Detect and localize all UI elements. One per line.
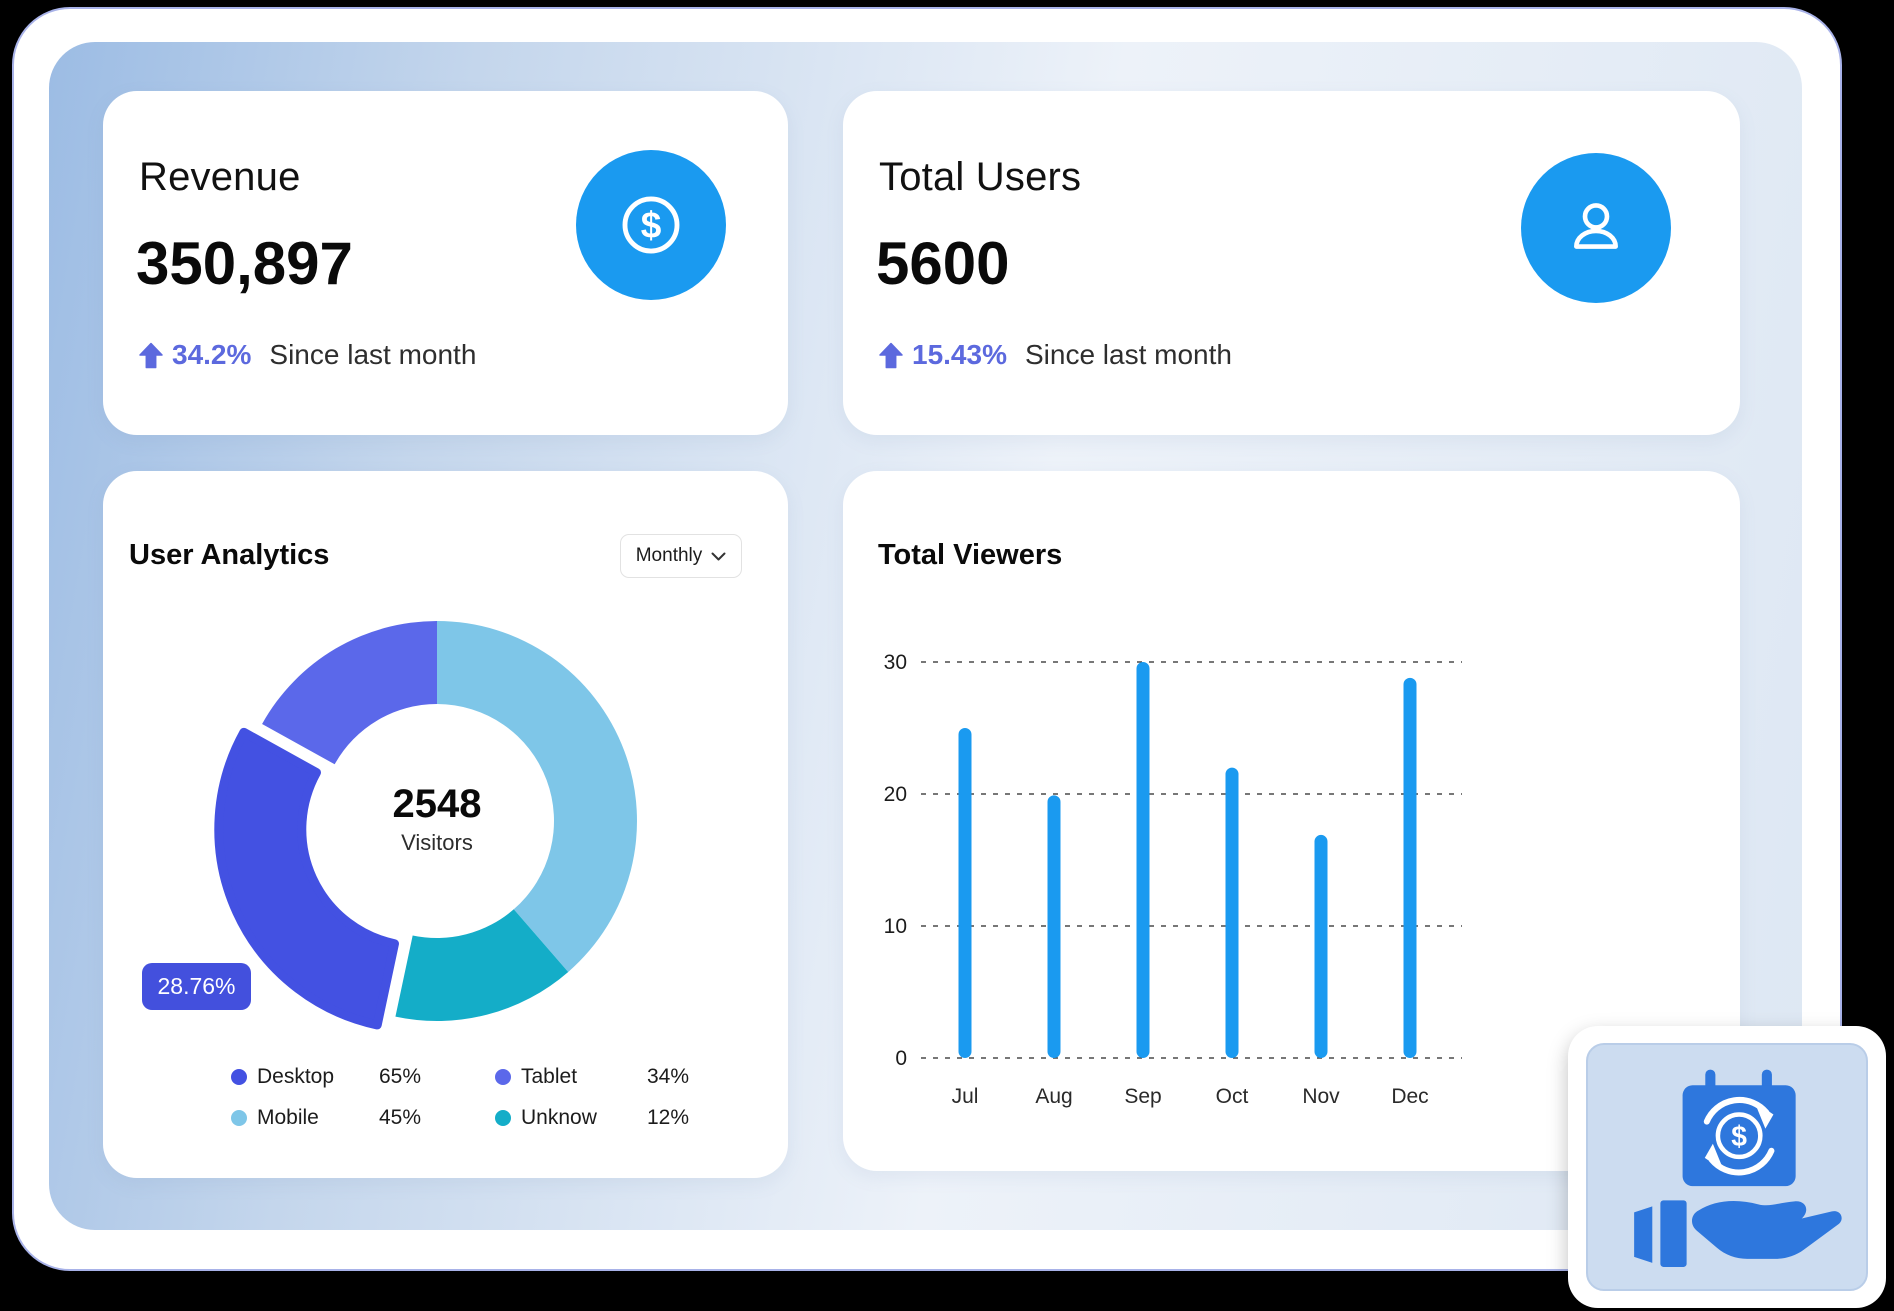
svg-text:$: $ (641, 205, 662, 246)
period-selector-label: Monthly (635, 545, 703, 566)
x-axis-label-nov: Nov (1302, 1085, 1340, 1108)
y-axis-tick-30: 30 (884, 651, 907, 674)
total-users-title: Total Users (879, 155, 1082, 199)
legend-dot-mobile (231, 1110, 247, 1126)
visitors-label: Visitors (401, 830, 473, 855)
revenue-delta: 34.2% (172, 339, 252, 370)
legend-label-mobile: Mobile (257, 1106, 319, 1129)
visitors-count: 2548 (392, 782, 482, 826)
total-users-delta: 15.43% (912, 339, 1007, 370)
total-users-value: 5600 (876, 230, 1010, 297)
bar-aug[interactable] (1047, 795, 1061, 1058)
y-axis-tick-10: 10 (884, 915, 907, 938)
bar-oct[interactable] (1225, 767, 1239, 1058)
total-viewers-bar-chart: 30 20 10 0 Jul Aug Sep Oct Nov Dec (884, 651, 1462, 1108)
donut-percentage-badge: 28.76% (142, 963, 251, 1010)
total-users-delta-row: 15.43% Since last month (879, 337, 1232, 373)
bar-nov[interactable] (1314, 834, 1328, 1058)
revenue-icon-circle: $ (576, 150, 726, 300)
user-analytics-card: User Analytics Monthly 2548 Visitors 28.… (103, 471, 788, 1178)
trend-up-icon (139, 342, 163, 368)
legend-label-desktop: Desktop (257, 1065, 335, 1088)
bar-dec[interactable] (1403, 677, 1417, 1058)
x-axis-label-dec: Dec (1391, 1085, 1428, 1108)
donut-segment-unknow[interactable] (395, 909, 569, 1021)
y-axis-tick-0: 0 (895, 1047, 907, 1070)
promo-card-inner: $ (1586, 1043, 1868, 1291)
revenue-note: Since last month (269, 339, 477, 370)
x-axis-label-oct: Oct (1216, 1085, 1249, 1108)
chevron-down-icon (711, 552, 726, 560)
total-users-icon-circle (1521, 153, 1671, 303)
legend-pct-unknow: 12% (647, 1106, 690, 1129)
legend-dot-unknow (495, 1110, 511, 1126)
user-analytics-donut-chart (214, 621, 637, 1030)
total-viewers-title: Total Viewers (878, 539, 1063, 571)
legend-dot-desktop (231, 1069, 247, 1085)
donut-segment-mobile[interactable] (437, 621, 637, 972)
period-selector[interactable]: Monthly (620, 534, 742, 578)
x-axis-label-jul: Jul (952, 1085, 979, 1108)
revenue-card: Revenue 350,897 34.2% Since last month $ (103, 91, 788, 435)
donut-center-label: 2548 Visitors (287, 781, 587, 856)
bar-sep[interactable] (1136, 662, 1150, 1058)
x-axis-label-aug: Aug (1035, 1085, 1072, 1108)
legend-dot-tablet (495, 1069, 511, 1085)
bar-jul[interactable] (958, 728, 972, 1058)
y-axis-tick-20: 20 (884, 783, 907, 806)
legend-label-unknow: Unknow (521, 1106, 597, 1129)
legend-pct-desktop: 65% (379, 1065, 422, 1088)
legend-label-tablet: Tablet (521, 1065, 578, 1088)
total-users-card: Total Users 5600 15.43% Since last month (843, 91, 1740, 435)
legend-pct-tablet: 34% (647, 1065, 690, 1088)
donut-legend: Desktop 65% Tablet 34% Mobile 45% Unknow 12% (231, 1065, 707, 1130)
svg-text:$: $ (1731, 1120, 1747, 1152)
promo-card: $ (1568, 1026, 1886, 1308)
legend-pct-mobile: 45% (379, 1106, 422, 1129)
revenue-title: Revenue (139, 155, 301, 199)
total-users-note: Since last month (1024, 339, 1232, 370)
donut-segment-tablet[interactable] (262, 621, 437, 765)
user-analytics-title: User Analytics (129, 539, 330, 571)
dollar-icon: $ (622, 196, 680, 254)
revenue-delta-row: 34.2% Since last month (139, 337, 476, 373)
x-axis-label-sep: Sep (1124, 1085, 1161, 1108)
recurring-revenue-icon: $ (1634, 1064, 1842, 1267)
user-icon (1574, 203, 1618, 249)
trend-up-icon (879, 342, 903, 368)
revenue-value: 350,897 (136, 230, 353, 297)
donut-segment-desktop[interactable] (214, 727, 399, 1030)
